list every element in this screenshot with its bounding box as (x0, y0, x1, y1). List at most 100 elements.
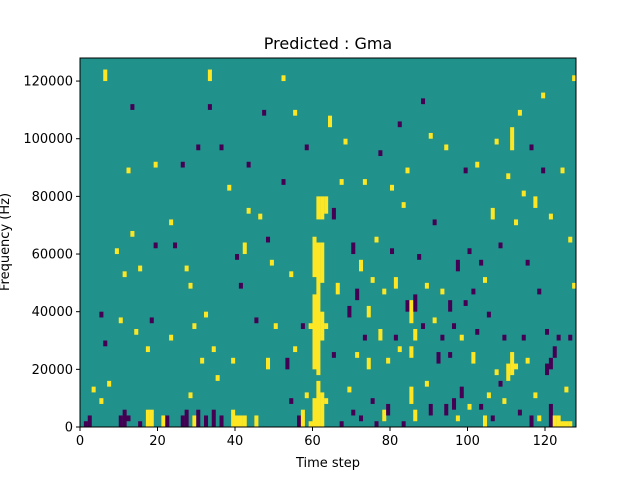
heatmap-cell (479, 403, 484, 410)
heatmap-cell (231, 357, 236, 364)
heatmap-cell (331, 352, 336, 358)
heatmap-cell (308, 323, 313, 329)
y-tick-label: 80000 (32, 190, 73, 205)
x-tick-label: 60 (304, 434, 321, 449)
heatmap-cell (382, 288, 387, 295)
heatmap-cell (153, 161, 158, 168)
heatmap-cell (444, 403, 449, 416)
heatmap-cell (180, 161, 185, 168)
heatmap-cell (165, 415, 170, 427)
heatmap-cell (351, 242, 356, 255)
heatmap-cell (475, 161, 480, 168)
heatmap-cell (529, 144, 534, 151)
heatmap-cell (556, 415, 561, 427)
heatmap-cell (572, 75, 577, 82)
heatmap-cell (405, 167, 410, 174)
heatmap-cell (138, 265, 143, 272)
heatmap-cell (502, 334, 507, 341)
heatmap-cell (521, 190, 526, 197)
heatmap-cell (118, 415, 123, 427)
heatmap-cell (409, 300, 414, 324)
heatmap-cell (161, 415, 166, 427)
heatmap-cell (122, 271, 127, 278)
heatmap-cell (440, 334, 445, 341)
heatmap-cell (494, 138, 499, 145)
heatmap-cell (196, 144, 201, 151)
heatmap-cell (204, 311, 209, 318)
heatmap-cell (293, 346, 298, 353)
heatmap-cell (537, 288, 542, 295)
heatmap-cell (486, 392, 491, 399)
heatmap-cell (281, 75, 286, 82)
heatmap-cell (552, 415, 557, 427)
y-axis-label: Frequency (Hz) (0, 193, 13, 291)
heatmap-cell (103, 340, 108, 347)
heatmap-cell (316, 380, 321, 428)
heatmap-cell (285, 357, 290, 370)
heatmap-cell (304, 392, 309, 399)
heatmap-cell (134, 328, 139, 335)
heatmap-cell (153, 242, 158, 249)
heatmap-cell (428, 132, 433, 139)
heatmap-cell (568, 334, 573, 341)
heatmap-cell (401, 421, 406, 427)
heatmap-cell (343, 138, 348, 145)
heatmap-cell (533, 392, 538, 399)
heatmap-cell (537, 415, 542, 422)
heatmap-cell (366, 357, 371, 370)
heatmap-cell (320, 311, 325, 341)
heatmap-cell (169, 219, 174, 226)
heatmap-cell (390, 184, 395, 191)
heatmap-cell (362, 179, 367, 185)
heatmap-cell (366, 305, 371, 318)
heatmap-cell (300, 323, 305, 329)
heatmap-cell (452, 323, 457, 329)
heatmap-cell (204, 415, 209, 427)
heatmap-cell (196, 409, 201, 427)
heatmap-cell (436, 352, 441, 364)
heatmap-cell (393, 334, 398, 341)
heatmap-cell (347, 386, 352, 393)
heatmap-cell (242, 242, 247, 255)
heatmap-cell (180, 415, 185, 427)
heatmap-cell (355, 288, 360, 301)
heatmap-cell (397, 121, 402, 128)
heatmap-cell (138, 421, 143, 427)
heatmap-cell (351, 409, 356, 416)
heatmap-cell (246, 161, 251, 168)
heatmap-cell (173, 242, 178, 249)
heatmap-cell (397, 346, 402, 353)
heatmap-cell (486, 311, 491, 318)
x-tick-label: 0 (76, 434, 84, 449)
heatmap-cell (378, 150, 383, 157)
heatmap-cell (355, 352, 360, 358)
axes-frame (79, 57, 577, 428)
heatmap-cell (517, 409, 522, 416)
heatmap-cell (374, 421, 379, 427)
heatmap-cell (312, 294, 317, 370)
heatmap-cell (215, 375, 220, 381)
heatmap-cell (545, 363, 550, 376)
heatmap-cell (254, 415, 259, 427)
heatmap-cell (386, 403, 391, 416)
heatmap-cell (370, 277, 375, 283)
heatmap-cell (421, 323, 426, 329)
heatmap-cell (118, 317, 123, 324)
heatmap-cell (320, 196, 325, 220)
heatmap-cell (498, 380, 503, 387)
heatmap-cell (281, 179, 286, 185)
heatmap-cell (242, 415, 247, 427)
heatmap-cell (192, 415, 197, 427)
heatmap-cell (455, 415, 460, 422)
heatmap-cell (207, 104, 212, 110)
heatmap-cell (548, 213, 553, 220)
heatmap-cell (273, 323, 278, 329)
heatmap-cell (455, 259, 460, 272)
heatmap-cell (417, 254, 422, 260)
x-tick-label: 80 (382, 434, 399, 449)
heatmap-cell (448, 300, 453, 312)
heatmap-cell (219, 415, 224, 427)
heatmap-cell (289, 271, 294, 278)
heatmap-cell (266, 357, 271, 370)
